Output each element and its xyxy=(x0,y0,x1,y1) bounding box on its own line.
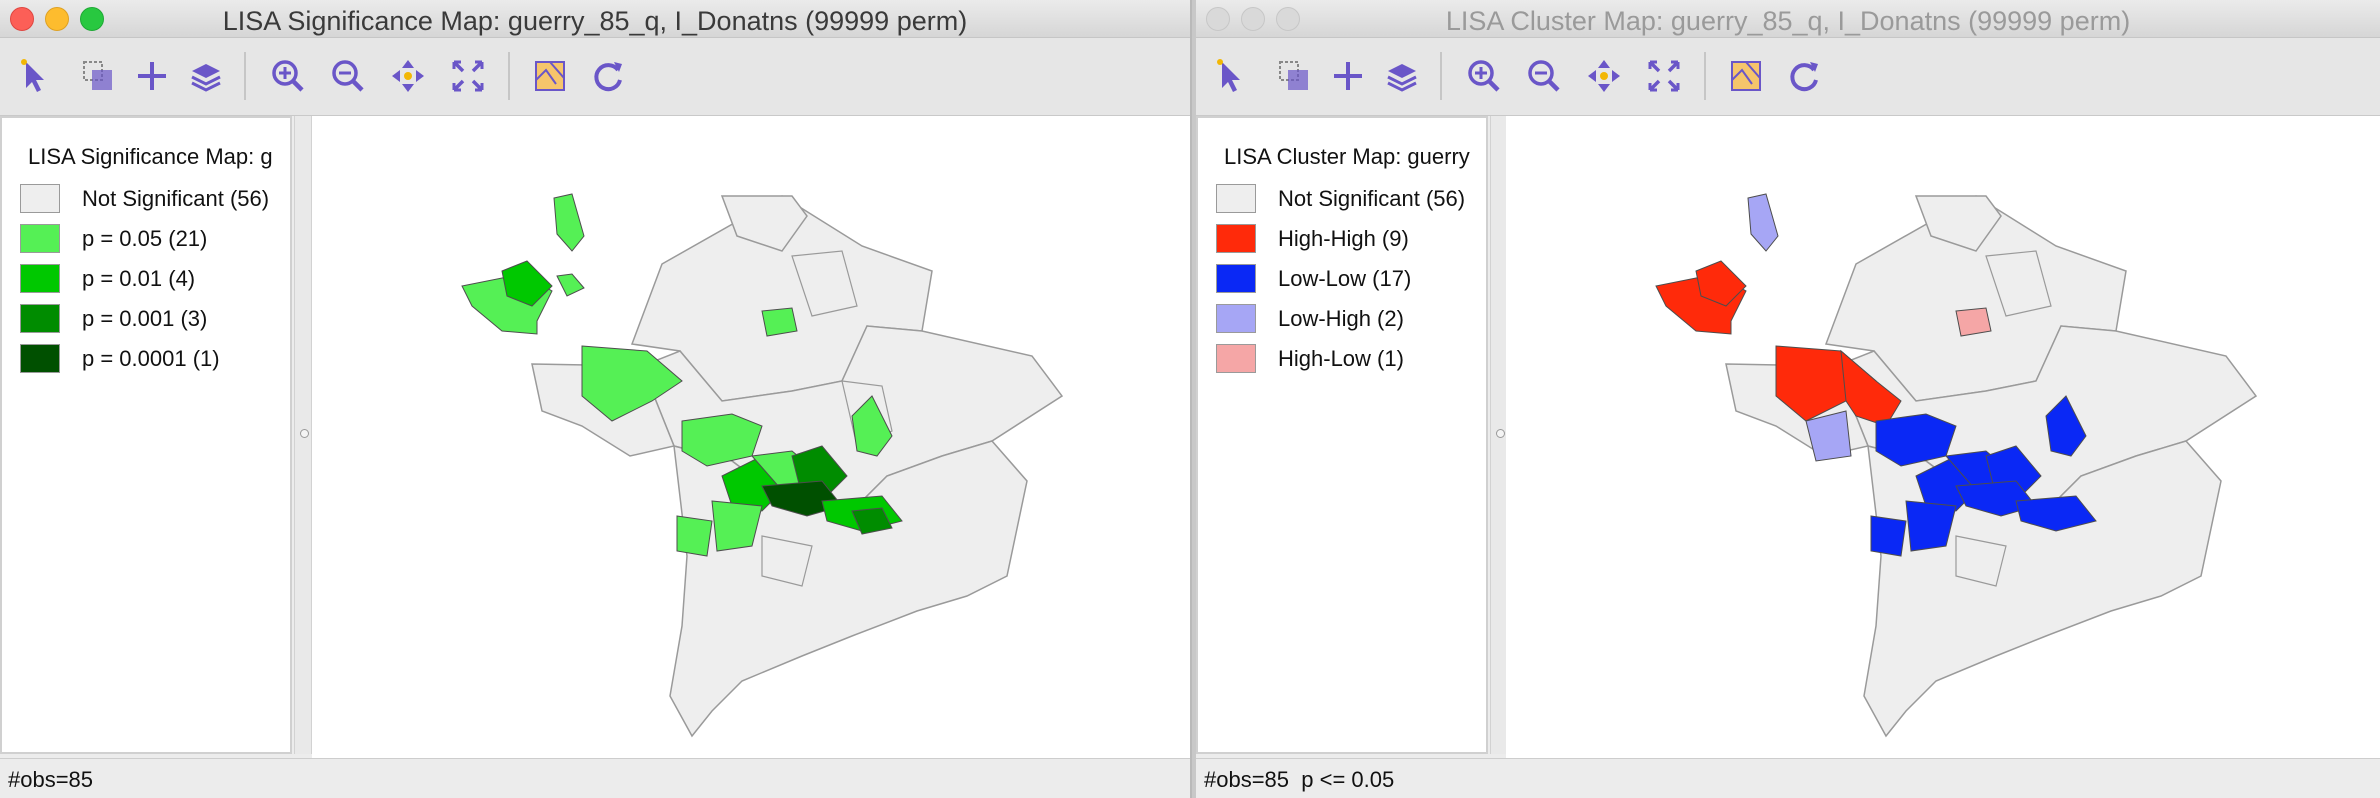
legend-title: LISA Significance Map: g xyxy=(28,144,273,169)
observation-count-status: #obs=85 p <= 0.05 xyxy=(1204,767,1395,792)
panel-splitter[interactable] xyxy=(294,116,312,754)
legend-swatch xyxy=(1216,304,1256,333)
toolbar-separator xyxy=(1704,52,1706,100)
close-window-button[interactable] xyxy=(1206,7,1230,31)
legend-label: High-Low (1) xyxy=(1278,346,1404,371)
splitter-handle-icon[interactable] xyxy=(1496,429,1505,438)
zoom-out-icon[interactable] xyxy=(328,56,368,96)
legend-label: p = 0.01 (4) xyxy=(82,266,196,291)
legend-label: High-High (9) xyxy=(1278,226,1409,251)
status-bar: #obs=85 xyxy=(0,758,1190,798)
legend-label: p = 0.05 (21) xyxy=(82,226,208,251)
add-crosshair-icon[interactable] xyxy=(132,56,172,96)
title-bar[interactable]: LISA Cluster Map: guerry_85_q, I_Donatns… xyxy=(1196,0,2380,38)
legend-label: Not Significant (56) xyxy=(82,186,270,211)
legend-label: Low-High (2) xyxy=(1278,306,1404,331)
refresh-icon[interactable] xyxy=(588,56,628,96)
legend-label: p = 0.0001 (1) xyxy=(82,346,220,371)
layers-icon[interactable] xyxy=(186,56,226,96)
cluster-regions-layer xyxy=(1655,193,2097,557)
legend-swatch xyxy=(20,184,60,213)
zoom-in-icon[interactable] xyxy=(268,56,308,96)
add-crosshair-icon[interactable] xyxy=(1328,56,1368,96)
significance-map-window: LISA Significance Map: guerry_85_q, I_Do… xyxy=(0,0,1192,798)
legend-label: p = 0.001 (3) xyxy=(82,306,208,331)
fit-extent-icon[interactable] xyxy=(1644,56,1684,96)
pan-icon[interactable] xyxy=(1584,56,1624,96)
toolbar-separator xyxy=(244,52,246,100)
close-window-button[interactable] xyxy=(10,7,34,31)
legend-swatch xyxy=(20,264,60,293)
legend-label: Not Significant (56) xyxy=(1278,186,1466,211)
minimize-window-button[interactable] xyxy=(45,7,69,31)
layers-icon[interactable] xyxy=(1382,56,1422,96)
select-arrow-icon[interactable] xyxy=(14,56,54,96)
cluster-map-window: LISA Cluster Map: guerry_85_q, I_Donatns… xyxy=(1196,0,2380,798)
map-toolbar xyxy=(1196,38,2380,116)
map-canvas[interactable] xyxy=(1506,116,2380,758)
status-bar: #obs=85 p <= 0.05 xyxy=(1196,758,2380,798)
minimize-window-button[interactable] xyxy=(1241,7,1265,31)
window-title: LISA Cluster Map: guerry_85_q, I_Donatns… xyxy=(1445,6,2131,36)
map-toolbar xyxy=(0,38,1190,116)
toolbar-separator xyxy=(508,52,510,100)
pan-icon[interactable] xyxy=(388,56,428,96)
legend-swatch xyxy=(20,304,60,333)
basemap-icon[interactable] xyxy=(1726,56,1766,96)
window-controls xyxy=(1206,7,1311,31)
france-choropleth-map[interactable] xyxy=(312,116,1192,758)
legend-panel[interactable]: LISA Significance Map: g Not Significant… xyxy=(0,116,292,754)
select-arrow-icon[interactable] xyxy=(1210,56,1250,96)
select-by-rectangle-icon[interactable] xyxy=(78,56,118,96)
legend-swatch xyxy=(20,224,60,253)
refresh-icon[interactable] xyxy=(1784,56,1824,96)
window-title: LISA Significance Map: guerry_85_q, I_Do… xyxy=(222,6,968,36)
legend-swatch xyxy=(1216,184,1256,213)
map-canvas[interactable] xyxy=(312,116,1192,758)
window-controls xyxy=(10,7,115,31)
significant-regions-layer xyxy=(461,193,903,557)
observation-count-status: #obs=85 xyxy=(8,767,94,792)
legend-panel[interactable]: LISA Cluster Map: guerry Not Significant… xyxy=(1196,116,1488,754)
legend-swatch xyxy=(1216,264,1256,293)
zoom-window-button[interactable] xyxy=(80,7,104,31)
legend-label: Low-Low (17) xyxy=(1278,266,1412,291)
zoom-window-button[interactable] xyxy=(1276,7,1300,31)
france-cluster-map[interactable] xyxy=(1506,116,2380,758)
legend-swatch xyxy=(1216,344,1256,373)
toolbar-separator xyxy=(1440,52,1442,100)
splitter-handle-icon[interactable] xyxy=(300,429,309,438)
select-by-rectangle-icon[interactable] xyxy=(1274,56,1314,96)
legend-swatch xyxy=(1216,224,1256,253)
title-bar[interactable]: LISA Significance Map: guerry_85_q, I_Do… xyxy=(0,0,1190,38)
legend-swatch xyxy=(20,344,60,373)
fit-extent-icon[interactable] xyxy=(448,56,488,96)
zoom-in-icon[interactable] xyxy=(1464,56,1504,96)
legend-title: LISA Cluster Map: guerry xyxy=(1224,144,1470,169)
basemap-icon[interactable] xyxy=(530,56,570,96)
zoom-out-icon[interactable] xyxy=(1524,56,1564,96)
